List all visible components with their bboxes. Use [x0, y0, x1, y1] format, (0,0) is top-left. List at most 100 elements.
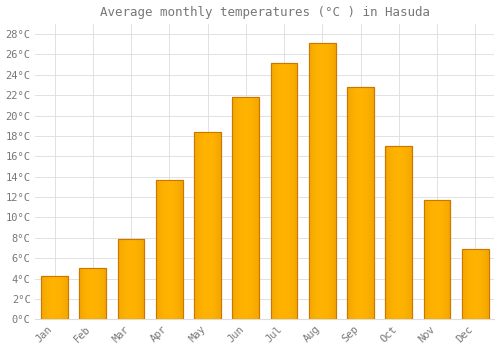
Bar [392, 146, 393, 319]
Bar [139, 239, 140, 319]
Bar [194, 132, 221, 319]
Bar [398, 146, 399, 319]
Bar [309, 43, 336, 319]
Bar [135, 239, 136, 319]
Bar [241, 97, 242, 319]
Bar [62, 276, 63, 319]
Bar [66, 276, 68, 319]
Bar [276, 63, 278, 319]
Bar [472, 249, 474, 319]
Bar [270, 63, 297, 319]
Bar [166, 180, 168, 319]
Bar [141, 239, 142, 319]
Bar [254, 97, 255, 319]
Bar [274, 63, 276, 319]
Bar [366, 87, 368, 319]
Bar [164, 180, 166, 319]
Bar [284, 63, 286, 319]
Bar [86, 268, 87, 319]
Bar [237, 97, 238, 319]
Bar [368, 87, 370, 319]
Bar [356, 87, 357, 319]
Bar [320, 43, 321, 319]
Bar [52, 276, 53, 319]
Bar [218, 132, 219, 319]
Bar [55, 276, 56, 319]
Bar [362, 87, 363, 319]
Bar [468, 249, 469, 319]
Bar [290, 63, 292, 319]
Bar [121, 239, 122, 319]
Bar [396, 146, 397, 319]
Bar [484, 249, 486, 319]
Bar [236, 97, 237, 319]
Bar [200, 132, 201, 319]
Bar [386, 146, 387, 319]
Bar [118, 239, 119, 319]
Bar [249, 97, 250, 319]
Bar [365, 87, 366, 319]
Bar [359, 87, 360, 319]
Bar [331, 43, 332, 319]
Bar [178, 180, 180, 319]
Bar [297, 63, 298, 319]
Bar [253, 97, 254, 319]
Bar [353, 87, 354, 319]
Bar [47, 276, 48, 319]
Bar [348, 87, 349, 319]
Bar [363, 87, 364, 319]
Bar [462, 249, 488, 319]
Bar [313, 43, 314, 319]
Bar [324, 43, 325, 319]
Bar [411, 146, 412, 319]
Bar [134, 239, 135, 319]
Bar [133, 239, 134, 319]
Bar [406, 146, 407, 319]
Bar [409, 146, 410, 319]
Bar [470, 249, 472, 319]
Bar [130, 239, 131, 319]
Bar [214, 132, 215, 319]
Bar [143, 239, 144, 319]
Bar [84, 268, 85, 319]
Bar [408, 146, 409, 319]
Bar [87, 268, 88, 319]
Bar [430, 200, 431, 319]
Bar [194, 132, 221, 319]
Bar [126, 239, 127, 319]
Bar [102, 268, 103, 319]
Bar [91, 268, 92, 319]
Bar [124, 239, 125, 319]
Bar [85, 268, 86, 319]
Bar [243, 97, 244, 319]
Bar [404, 146, 405, 319]
Bar [80, 268, 106, 319]
Bar [296, 63, 297, 319]
Bar [424, 200, 450, 319]
Bar [246, 97, 247, 319]
Bar [462, 249, 488, 319]
Bar [326, 43, 327, 319]
Bar [364, 87, 366, 319]
Bar [309, 43, 310, 319]
Bar [446, 200, 447, 319]
Bar [256, 97, 257, 319]
Bar [335, 43, 336, 319]
Bar [290, 63, 291, 319]
Bar [129, 239, 130, 319]
Bar [255, 97, 256, 319]
Bar [250, 97, 251, 319]
Bar [402, 146, 403, 319]
Bar [142, 239, 143, 319]
Bar [394, 146, 395, 319]
Bar [329, 43, 330, 319]
Bar [270, 63, 272, 319]
Bar [45, 276, 46, 319]
Bar [199, 132, 200, 319]
Bar [389, 146, 390, 319]
Bar [206, 132, 207, 319]
Bar [194, 132, 195, 319]
Bar [213, 132, 214, 319]
Bar [334, 43, 335, 319]
Bar [401, 146, 402, 319]
